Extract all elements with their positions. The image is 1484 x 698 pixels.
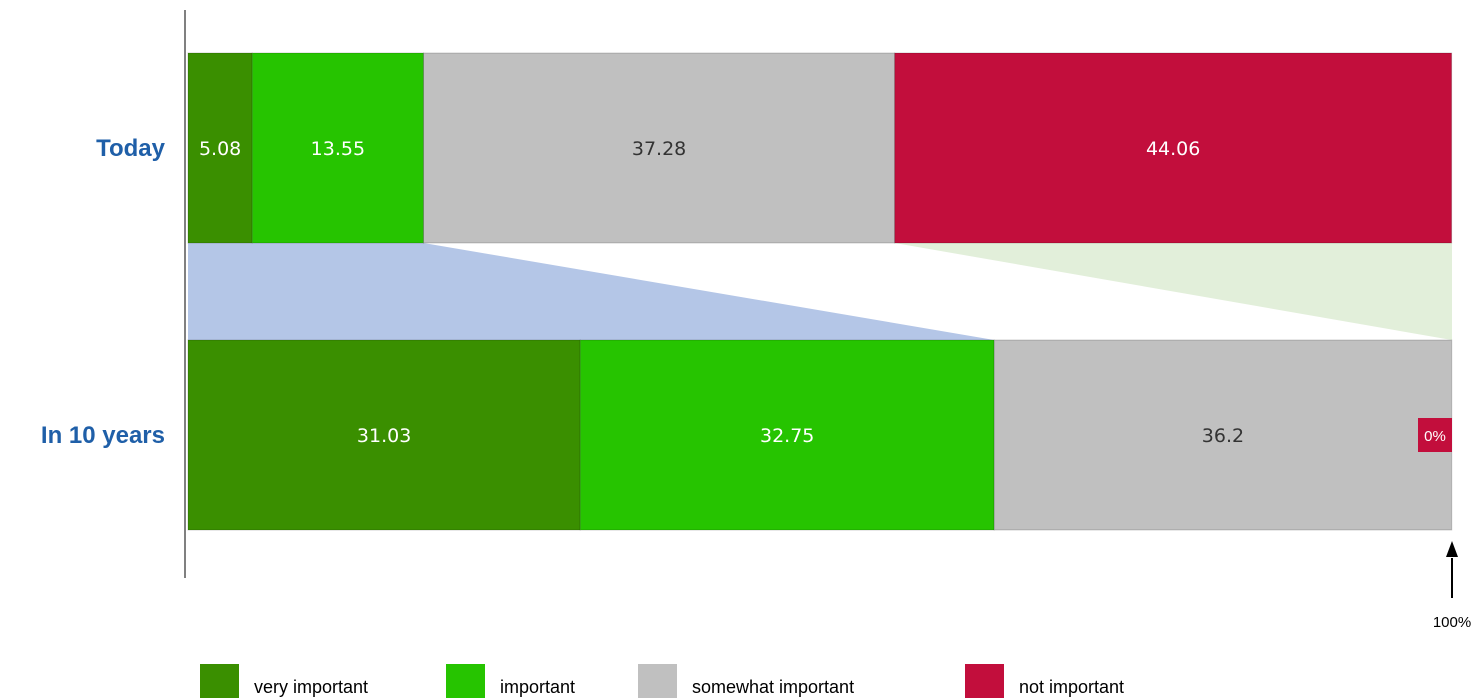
data-label: 13.55	[311, 138, 365, 160]
bar-segment	[422, 52, 896, 244]
bar-segment	[187, 339, 581, 531]
data-label: 31.03	[357, 425, 411, 447]
connector-band	[894, 243, 1452, 340]
legend-label: important	[500, 677, 575, 697]
data-label: 5.08	[199, 138, 241, 160]
legend-label: very important	[254, 677, 368, 697]
legend-label: somewhat important	[692, 677, 854, 697]
data-label: 37.28	[632, 138, 686, 160]
data-label: 44.06	[1146, 138, 1200, 160]
bar-segment	[187, 52, 253, 244]
data-label: 32.75	[760, 425, 814, 447]
end-annotation: 100%	[1433, 614, 1471, 631]
legend-swatch	[965, 664, 1004, 698]
bar-segment	[579, 339, 995, 531]
bar-segment	[894, 52, 1453, 244]
bar-segment	[993, 339, 1453, 531]
legend-label: not important	[1019, 677, 1124, 697]
zero-badge-label: 0%	[1424, 428, 1446, 445]
category-label: Today	[96, 135, 166, 162]
arrow-up-icon	[1446, 541, 1458, 557]
bar-segment	[251, 52, 424, 244]
legend-swatch	[446, 664, 485, 698]
zero-badge	[1418, 418, 1452, 452]
data-label: 36.2	[1202, 425, 1244, 447]
legend-swatch	[200, 664, 239, 698]
legend-swatch	[638, 664, 677, 698]
connector-band	[188, 243, 995, 340]
category-label: In 10 years	[41, 422, 165, 449]
